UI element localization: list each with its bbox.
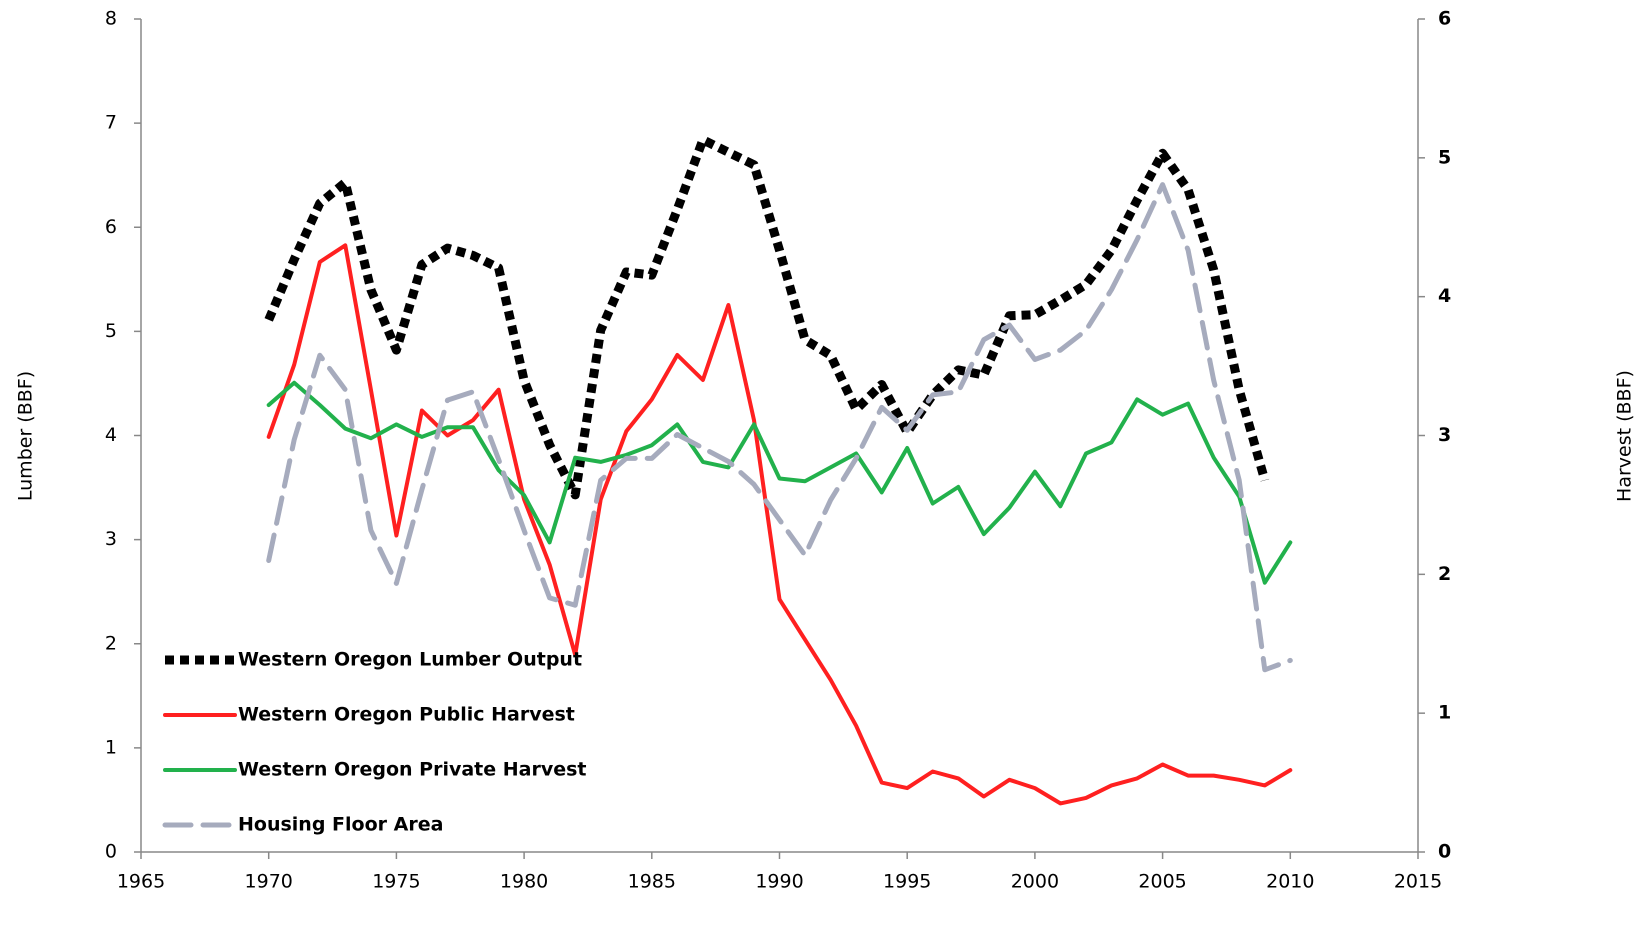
y2-tick-label: 2 (1438, 563, 1451, 585)
x-tick-label: 1995 (883, 871, 931, 893)
legend-label: Housing Floor Area (238, 814, 443, 836)
x-tick-label: 1980 (500, 871, 548, 893)
y-tick-label: 3 (105, 528, 117, 550)
x-tick-label: 1975 (372, 871, 420, 893)
x-tick-label: 1985 (628, 871, 676, 893)
x-tick-label: 2000 (1011, 871, 1059, 893)
y-tick-label: 7 (105, 112, 117, 134)
y2-tick-label: 0 (1438, 841, 1451, 863)
y-axis-label: Lumber (BBF) (15, 371, 37, 501)
y-tick-label: 1 (105, 736, 117, 758)
x-tick-label: 2010 (1266, 871, 1314, 893)
y2-axis-label: Harvest (BBF) (1614, 370, 1636, 502)
legend-label: Western Oregon Private Harvest (238, 759, 587, 781)
y-tick-label: 8 (105, 8, 117, 30)
y2-tick-label: 6 (1438, 8, 1451, 30)
x-tick-label: 1990 (755, 871, 803, 893)
y2-tick-label: 4 (1438, 285, 1451, 307)
y2-tick-label: 1 (1438, 702, 1451, 724)
y2-tick-label: 3 (1438, 424, 1451, 446)
x-tick-label: 1965 (117, 871, 165, 893)
y-tick-label: 2 (105, 632, 117, 654)
x-tick-label: 2005 (1138, 871, 1186, 893)
series-line (264, 135, 1270, 500)
series-line (266, 182, 1293, 673)
y-tick-label: 0 (105, 841, 117, 863)
y-tick-label: 5 (105, 320, 117, 342)
y-tick-label: 6 (105, 216, 117, 238)
y2-tick-label: 5 (1438, 146, 1451, 168)
x-tick-label: 1970 (245, 871, 293, 893)
legend-label: Western Oregon Public Harvest (238, 704, 575, 726)
legend-label: Western Oregon Lumber Output (238, 649, 582, 671)
y-tick-label: 4 (105, 424, 117, 446)
x-tick-label: 2015 (1394, 871, 1442, 893)
